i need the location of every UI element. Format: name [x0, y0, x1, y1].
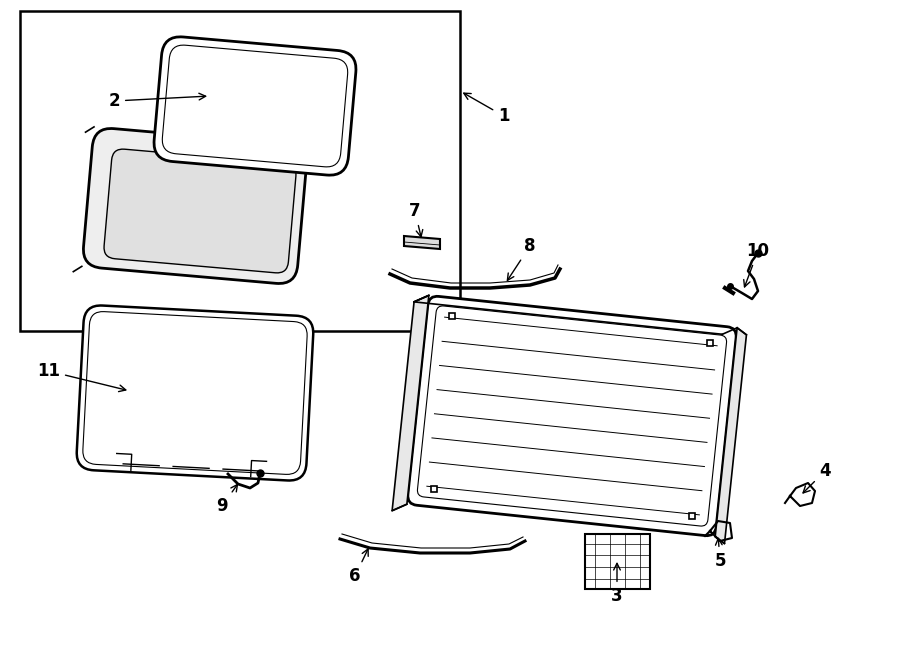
FancyBboxPatch shape	[584, 533, 650, 588]
FancyBboxPatch shape	[104, 149, 296, 273]
Text: 6: 6	[349, 549, 368, 585]
FancyBboxPatch shape	[408, 296, 736, 535]
FancyBboxPatch shape	[83, 311, 307, 475]
Bar	[20, 11, 460, 331]
Text: 2: 2	[108, 92, 206, 110]
Text: 10: 10	[743, 242, 770, 287]
Text: 3: 3	[611, 563, 623, 605]
Text: 9: 9	[216, 485, 238, 515]
FancyBboxPatch shape	[84, 128, 307, 284]
Text: 8: 8	[508, 237, 536, 280]
FancyBboxPatch shape	[162, 45, 347, 167]
Polygon shape	[716, 328, 746, 543]
Text: 1: 1	[464, 93, 509, 125]
Text: 4: 4	[803, 462, 831, 493]
Text: 7: 7	[410, 202, 423, 237]
Text: 5: 5	[715, 538, 725, 570]
Polygon shape	[392, 295, 428, 511]
Polygon shape	[404, 236, 440, 249]
FancyBboxPatch shape	[418, 306, 726, 526]
FancyBboxPatch shape	[154, 37, 356, 175]
Text: 11: 11	[37, 362, 126, 391]
FancyBboxPatch shape	[76, 305, 313, 481]
